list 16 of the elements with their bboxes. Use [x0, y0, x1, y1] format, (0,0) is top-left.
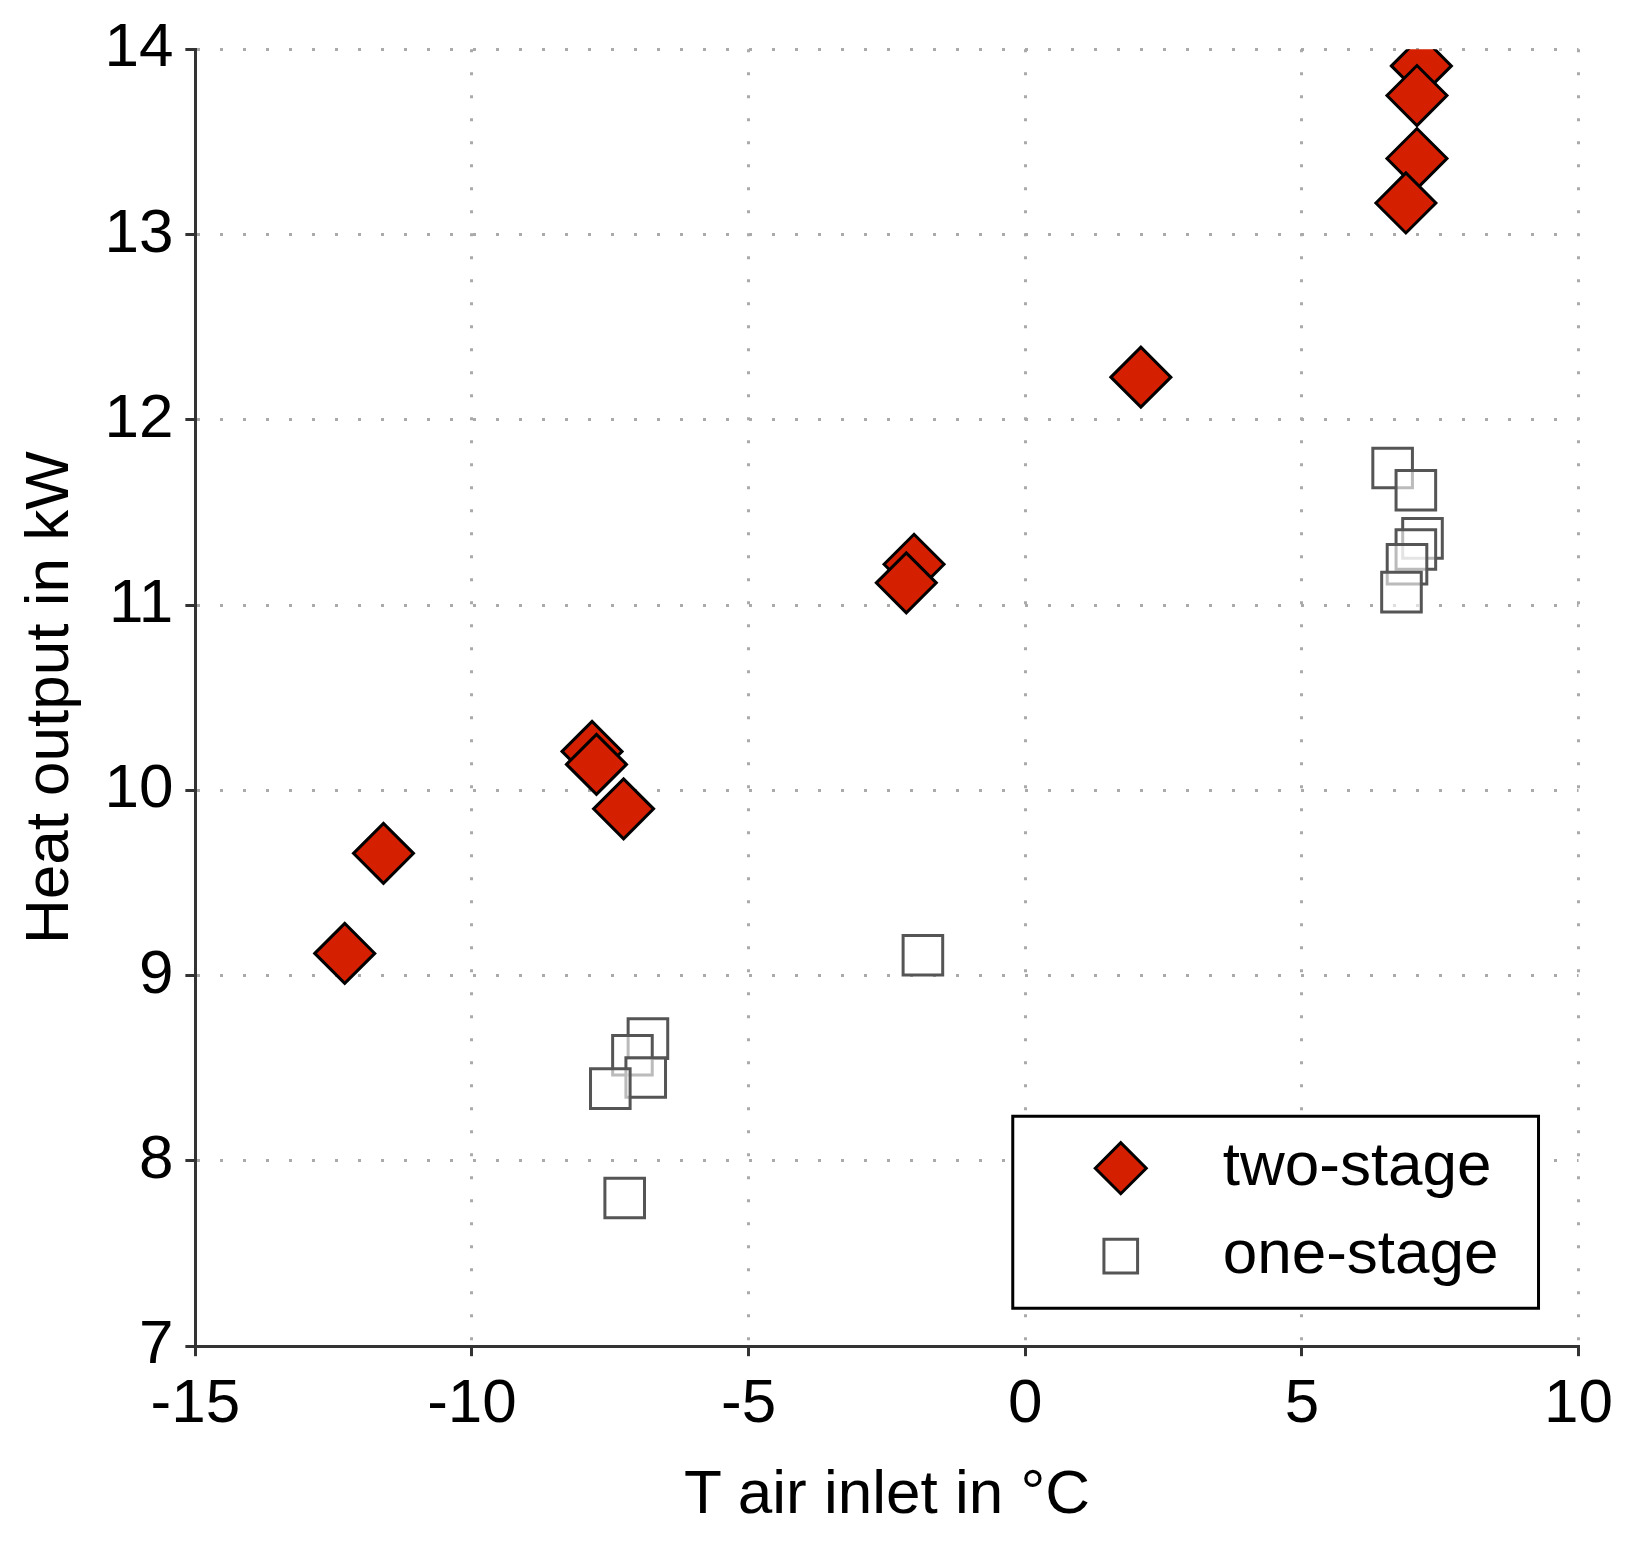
- y-tick-label: 14: [104, 10, 174, 80]
- x-tick-label: -5: [721, 1366, 777, 1436]
- y-tick-label: 10: [104, 751, 174, 821]
- legend-label: two-stage: [1222, 1129, 1492, 1199]
- y-axis-title: Heat output in kW: [12, 450, 82, 945]
- legend-label: one-stage: [1222, 1217, 1499, 1287]
- y-tick-label: 8: [138, 1122, 174, 1192]
- x-axis-title: T air inlet in °C: [683, 1456, 1090, 1526]
- y-tick-label: 13: [104, 195, 174, 265]
- x-tick-label: 5: [1284, 1366, 1320, 1436]
- y-tick-label: 9: [138, 936, 174, 1006]
- x-tick-label: 10: [1544, 1366, 1613, 1436]
- x-tick-label: 0: [1008, 1366, 1043, 1436]
- x-tick-label: -10: [427, 1366, 517, 1436]
- y-tick-label: 11: [108, 566, 174, 636]
- y-tick-label: 12: [104, 380, 174, 450]
